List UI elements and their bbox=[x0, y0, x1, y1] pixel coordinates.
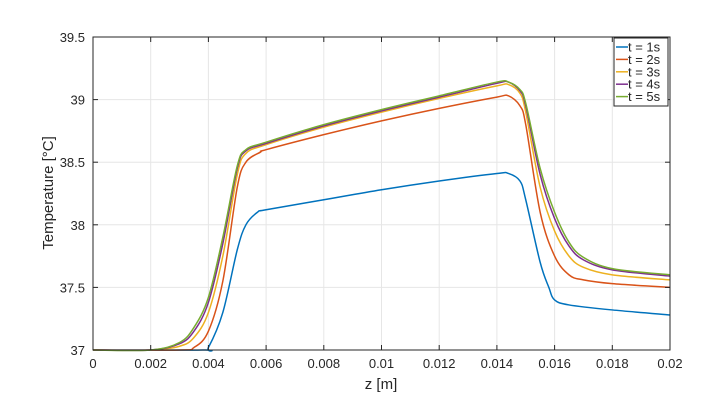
plot-box bbox=[92, 36, 671, 351]
x-tick-label: 0.016 bbox=[538, 356, 571, 371]
legend-label: t = 4s bbox=[628, 77, 661, 92]
series-line-2 bbox=[92, 94, 671, 351]
x-tick-label: 0.002 bbox=[134, 356, 167, 371]
y-tick-label: 39.5 bbox=[60, 30, 85, 45]
x-tick-label: 0.014 bbox=[481, 356, 514, 371]
y-tick-label: 38.5 bbox=[60, 155, 85, 170]
legend: t = 1st = 2st = 3st = 4st = 5s bbox=[613, 37, 669, 107]
x-tick-label: 0.012 bbox=[423, 356, 456, 371]
x-axis-label: z [m] bbox=[365, 376, 398, 393]
x-tick-label: 0 bbox=[89, 356, 96, 371]
series-line-5 bbox=[92, 79, 671, 352]
x-tick-label: 0.006 bbox=[250, 356, 283, 371]
legend-label: t = 2s bbox=[628, 52, 661, 67]
x-tick-label: 0.018 bbox=[596, 356, 629, 371]
series-line-3 bbox=[92, 83, 671, 352]
series-line-4 bbox=[92, 80, 671, 352]
grid bbox=[92, 36, 671, 351]
x-tick-label: 0.004 bbox=[192, 356, 225, 371]
y-axis-label: Temperature [°C] bbox=[40, 136, 57, 250]
legend-label: t = 1s bbox=[628, 40, 661, 55]
y-tick-label: 37.5 bbox=[60, 280, 85, 295]
x-tick-label: 0.01 bbox=[369, 356, 394, 371]
y-tick-label: 37 bbox=[71, 343, 85, 358]
axes: 0 0.002 0.004 0.006 0.008 0.01 0.012 0.014 0.016… bbox=[60, 30, 683, 371]
y-tick-label: 38 bbox=[71, 218, 85, 233]
legend-label: t = 3s bbox=[628, 64, 661, 79]
y-tick-label: 39 bbox=[71, 93, 85, 108]
x-tick-label: 0.02 bbox=[657, 356, 682, 371]
series-line-1 bbox=[92, 171, 671, 352]
series-lines bbox=[92, 79, 671, 352]
legend-label: t = 5s bbox=[628, 89, 661, 104]
x-tick-label: 0.008 bbox=[308, 356, 341, 371]
